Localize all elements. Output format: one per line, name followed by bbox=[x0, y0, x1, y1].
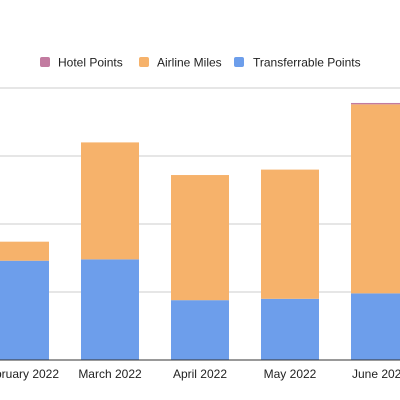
bar-segment bbox=[0, 260, 49, 360]
bar-segment bbox=[171, 175, 229, 301]
legend-label-transferrable-points: Transferrable Points bbox=[253, 56, 361, 70]
x-tick-label: June 2022 bbox=[352, 367, 400, 381]
legend-label-hotel-points: Hotel Points bbox=[58, 56, 123, 70]
bar-series bbox=[0, 102, 400, 360]
bar-segment bbox=[351, 102, 400, 105]
legend-label-airline-miles: Airline Miles bbox=[157, 56, 222, 70]
x-tick-label: May 2022 bbox=[264, 367, 317, 381]
bar-segment bbox=[351, 293, 400, 360]
x-tick-label: April 2022 bbox=[173, 367, 227, 381]
bar-segment bbox=[81, 142, 139, 260]
bar-segment bbox=[351, 104, 400, 294]
bar-segment bbox=[171, 300, 229, 360]
bar-segment bbox=[261, 298, 319, 360]
bar-segment bbox=[81, 259, 139, 360]
bar-segment bbox=[0, 241, 49, 261]
chart-legend: Hotel Points Airline Miles Transferrable… bbox=[40, 56, 361, 70]
bar-segment bbox=[261, 169, 319, 299]
x-tick-label: February 2022 bbox=[0, 367, 59, 381]
legend-swatch-transferrable-points bbox=[234, 57, 244, 67]
legend-swatch-hotel-points bbox=[40, 57, 50, 67]
x-tick-label: March 2022 bbox=[78, 367, 142, 381]
x-axis-tick-labels: February 2022 March 2022 April 2022 May 202… bbox=[0, 367, 400, 381]
legend-swatch-airline-miles bbox=[139, 57, 149, 67]
